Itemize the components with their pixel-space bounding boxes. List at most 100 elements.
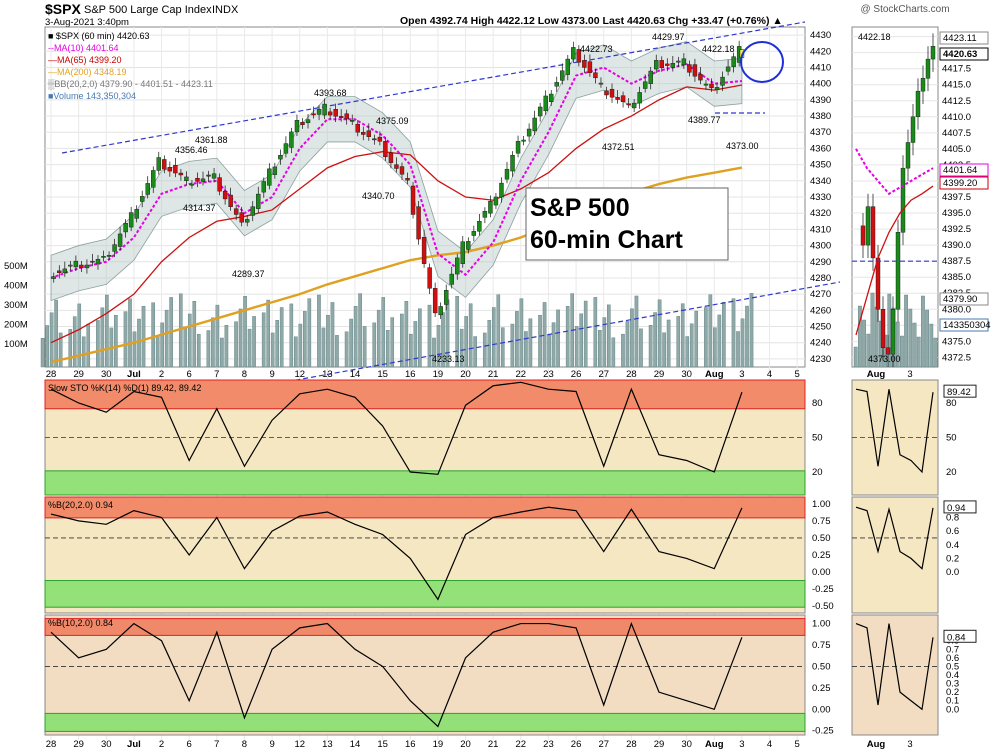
candle-body xyxy=(582,60,587,68)
x-axis-tick: 23 xyxy=(543,369,554,380)
annotation-line-2: 60-min Chart xyxy=(530,226,683,254)
candle-body xyxy=(289,131,294,148)
candle-body xyxy=(626,103,631,106)
price-annotation: 4373.00 xyxy=(726,141,759,151)
volume-bar xyxy=(607,304,611,368)
volume-bar xyxy=(455,296,459,368)
volume-bar xyxy=(547,335,551,368)
candle-body xyxy=(178,172,184,176)
candle-body xyxy=(560,70,565,81)
annotation-line-1: S&P 500 xyxy=(530,194,630,222)
pb10-axis-tick: 1.00 xyxy=(812,619,831,630)
price-annotation: 4356.46 xyxy=(175,145,208,155)
side-candle-body xyxy=(920,78,926,92)
volume-bar xyxy=(432,337,436,368)
legend-entry: --MA(10) 4401.64 xyxy=(48,43,119,53)
candle-body xyxy=(173,165,178,174)
candle-body xyxy=(128,212,134,228)
side-value-tag xyxy=(939,292,989,306)
price-axis-tick: 4250 xyxy=(810,322,831,333)
volume-bar xyxy=(215,304,220,368)
volume-bar xyxy=(100,307,105,368)
volume-bar xyxy=(676,316,681,368)
volume-bar xyxy=(515,311,519,368)
x-axis-tick: 19 xyxy=(433,739,444,750)
candle-body xyxy=(117,233,123,247)
exchange-label: INDX xyxy=(212,4,239,16)
volume-bar xyxy=(317,294,321,368)
candle-body xyxy=(416,206,421,240)
x-axis-tick: 22 xyxy=(516,739,527,750)
x-axis-tick: 16 xyxy=(405,369,416,380)
volume-bar xyxy=(468,303,473,368)
price-annotation: 4422.18 xyxy=(702,44,735,54)
candle-body xyxy=(156,157,161,171)
candle-body xyxy=(294,120,300,133)
volume-bar xyxy=(500,327,505,368)
candle-body xyxy=(648,70,653,84)
candle-body xyxy=(543,95,548,112)
x-axis-tick: 30 xyxy=(101,369,112,380)
volume-bar xyxy=(653,312,657,368)
volume-bar xyxy=(639,328,643,368)
candle-body xyxy=(350,120,355,122)
candle-body xyxy=(79,264,84,269)
candle-body xyxy=(642,81,648,89)
candle-body xyxy=(593,72,598,79)
candle-body xyxy=(587,61,593,73)
candle-body xyxy=(565,58,570,75)
volume-bar xyxy=(745,305,749,368)
x-axis-tick: 30 xyxy=(681,739,692,750)
candle-body xyxy=(670,63,676,68)
sto-axis-tick: 20 xyxy=(812,467,823,478)
volume-bar xyxy=(519,298,524,368)
side-ma10-line xyxy=(855,148,934,196)
candle-body xyxy=(504,168,510,180)
volume-bar xyxy=(247,328,252,368)
candle-body xyxy=(84,264,90,269)
volume-bar xyxy=(565,306,570,368)
price-annotation: 4289.37 xyxy=(232,269,265,279)
pb20-line xyxy=(50,506,743,601)
index-description: S&P 500 Large Cap Index xyxy=(84,4,212,16)
candle-body xyxy=(73,260,79,268)
pb20-axis-tick: 0.75 xyxy=(812,516,831,527)
volume-bar xyxy=(330,302,335,368)
side-candle-body xyxy=(915,90,921,118)
volume-bar xyxy=(524,331,528,368)
volume-axis-tick: 100M xyxy=(4,339,28,350)
volume-bar xyxy=(372,322,377,368)
x-axis-tick: 15 xyxy=(377,739,388,750)
pb20-oversold-zone xyxy=(44,580,806,608)
volume-bar xyxy=(713,327,717,368)
price-axis-tick: 4230 xyxy=(810,354,831,365)
side-candle-body xyxy=(890,309,896,355)
volume-bar xyxy=(717,314,722,368)
volume-bar xyxy=(625,321,630,368)
candle-body xyxy=(515,141,521,154)
candle-body xyxy=(250,206,255,216)
volume-axis-tick: 500M xyxy=(4,261,28,272)
price-annotation: 4233.13 xyxy=(432,354,465,364)
x-axis-tick: 26 xyxy=(571,369,582,380)
candle-body xyxy=(427,267,432,289)
x-axis-tick: 28 xyxy=(46,369,57,380)
candle-body xyxy=(355,123,360,133)
volume-axis-tick: 200M xyxy=(4,320,28,331)
volume-bar xyxy=(45,325,49,368)
volume-bar xyxy=(270,332,275,368)
volume-bar xyxy=(436,325,441,368)
side-value-tag xyxy=(939,318,989,332)
volume-bar xyxy=(298,323,303,368)
candle-body xyxy=(316,109,322,115)
volume-axis-tick: 400M xyxy=(4,281,28,292)
candle-body xyxy=(300,121,305,125)
legend-entry: ▒BB(20,2,0) 4379.90 - 4401.51 - 4423.11 xyxy=(48,79,213,90)
price-axis-tick: 4360 xyxy=(810,143,831,154)
candle-body xyxy=(327,111,333,116)
side-price-tick: 4410.0 xyxy=(942,112,971,123)
side-volume-bar xyxy=(912,322,917,368)
side-value-tag xyxy=(939,47,989,61)
candle-body xyxy=(714,87,720,91)
x-axis-tick: 12 xyxy=(294,369,305,380)
